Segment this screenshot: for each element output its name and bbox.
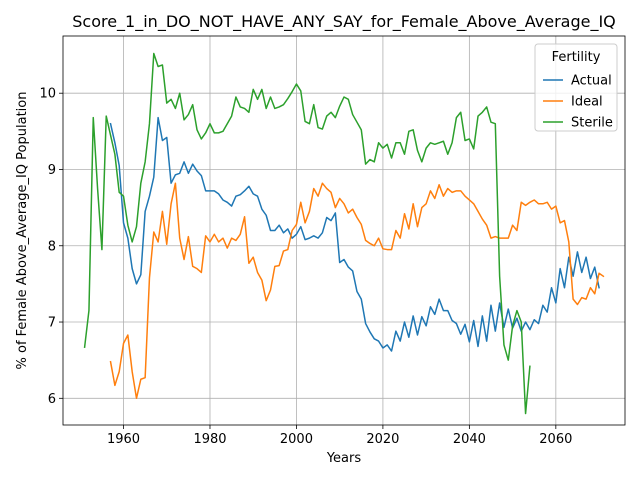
x-tick-label: 2060: [539, 432, 572, 447]
series-lines: [83, 52, 605, 415]
y-tick-label: 8: [48, 239, 56, 254]
legend-box: [534, 43, 618, 132]
series-line-actual: [109, 116, 600, 352]
x-axis-title: Years: [326, 451, 362, 466]
plot-area: [63, 36, 625, 425]
y-tick-label: 6: [48, 392, 56, 407]
series-line-sterile: [83, 52, 531, 415]
x-tick-label: 2040: [453, 432, 486, 447]
axis-ticks: 1960 1980 2000 2020 2040 2060 6 7 8 9 10: [39, 87, 572, 447]
y-tick-label: 9: [48, 163, 56, 178]
legend-label-ideal: Ideal: [571, 95, 603, 110]
plot-frame: [62, 35, 626, 426]
legend-items: Actual Ideal Sterile: [543, 74, 613, 131]
y-tick-label: 7: [48, 316, 56, 331]
legend-label-actual: Actual: [571, 74, 612, 89]
legend: Fertility Actual Ideal Sterile: [534, 43, 618, 132]
x-tick-label: 2000: [280, 432, 313, 447]
series-line-ideal: [109, 182, 605, 400]
legend-title: Fertility: [552, 50, 601, 65]
x-tick-label: 2020: [366, 432, 399, 447]
y-axis-title: % of Female Above_Average_IQ Population: [15, 92, 30, 370]
x-tick-label: 1960: [107, 432, 140, 447]
y-tick-label: 10: [39, 87, 56, 102]
chart-title: Score_1_in_DO_NOT_HAVE_ANY_SAY_for_Femal…: [72, 12, 616, 32]
legend-label-sterile: Sterile: [571, 116, 613, 131]
x-tick-label: 1980: [193, 432, 226, 447]
